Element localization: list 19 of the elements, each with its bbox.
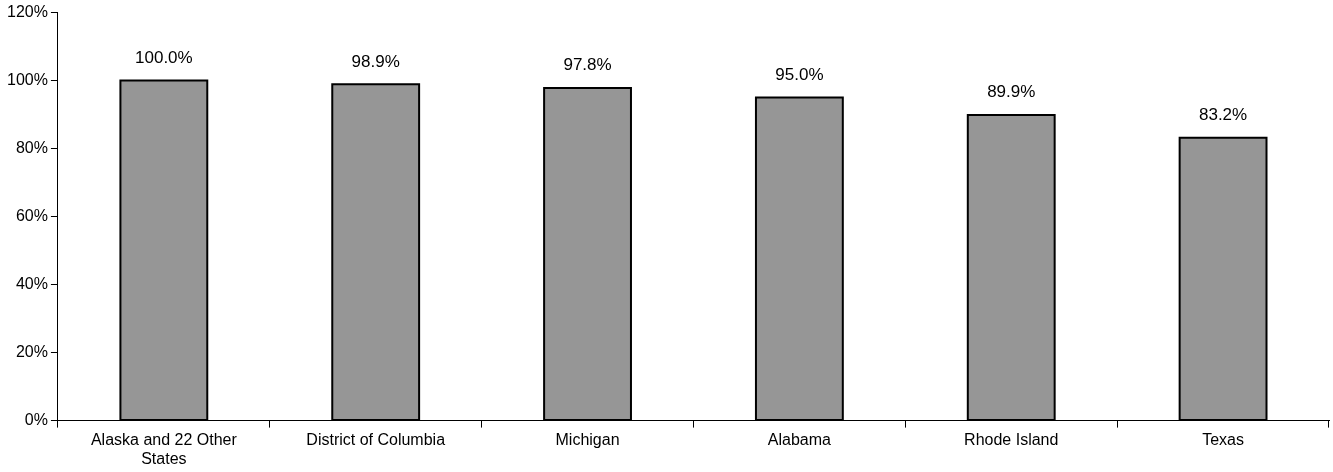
y-tick-label: 100% bbox=[7, 71, 48, 89]
x-tick-label: Rhode Island bbox=[964, 430, 1059, 448]
data-label: 98.9% bbox=[351, 51, 400, 71]
data-label: 83.2% bbox=[1198, 104, 1248, 124]
y-tick-label: 60% bbox=[15, 207, 48, 225]
data-label: 89.9% bbox=[987, 82, 1036, 102]
x-tick-label: Alaska and 22 Other States bbox=[90, 430, 238, 467]
y-tick-label: 0% bbox=[24, 411, 48, 429]
data-label: 97.8% bbox=[563, 55, 612, 75]
y-tick-label: 40% bbox=[15, 275, 48, 293]
y-tick-label: 80% bbox=[15, 139, 48, 157]
x-tick-label: Alabama bbox=[767, 430, 832, 448]
y-tick-label: 20% bbox=[15, 343, 48, 361]
y-tick-label: 120% bbox=[7, 3, 48, 21]
x-tick-label: Michigan bbox=[555, 430, 620, 448]
x-tick-label: Texas bbox=[1202, 430, 1244, 448]
x-tick-label: District of Columbia bbox=[306, 430, 446, 448]
data-label: 95.0% bbox=[775, 64, 824, 84]
data-label: 100.0% bbox=[135, 47, 193, 67]
